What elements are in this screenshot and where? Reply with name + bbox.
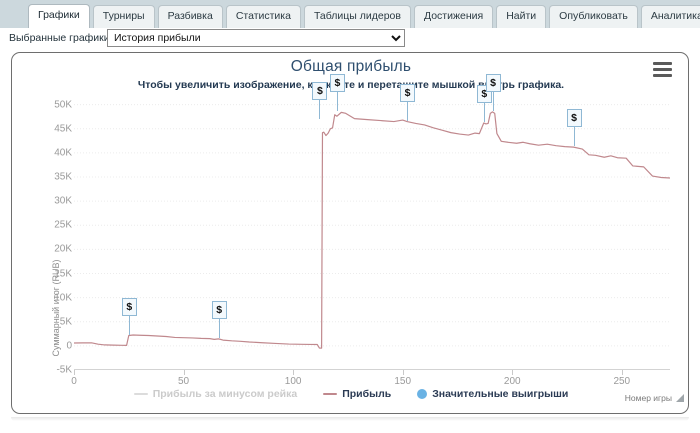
y-tick-label-6: 20K xyxy=(54,243,72,255)
chart-select[interactable]: История прибыли xyxy=(107,29,405,47)
x-axis-ticks: 0 50 100 150 200 250 xyxy=(71,370,670,390)
x-tick-label-4: 200 xyxy=(503,376,521,387)
x-axis-title: Номер игры xyxy=(624,393,672,403)
tab-3[interactable]: Статистика xyxy=(225,5,301,28)
y-tick-label-10: 0 xyxy=(66,340,72,352)
tab-8[interactable]: Аналитика xyxy=(640,5,700,28)
tab-6[interactable]: Найти xyxy=(496,5,547,28)
flag-stem xyxy=(492,90,494,111)
annotation-layer: $ $ $ $ $ $ $ $ xyxy=(74,73,670,370)
x-tick-label-5: 250 xyxy=(613,376,631,387)
legend-item-1[interactable]: Прибыль xyxy=(323,388,391,400)
flag-stem xyxy=(573,126,575,147)
resize-handle-icon[interactable] xyxy=(675,393,684,402)
y-axis-ticks: 50K 45K 40K 35K 30K 25K 20K 15K 10K 5K 0 -5K xyxy=(28,95,72,375)
y-tick-label-4: 30K xyxy=(54,195,72,207)
chart-panel-wrapper: Общая прибыль Чтобы увеличить изображени… xyxy=(0,49,700,433)
y-tick-label-5: 25K xyxy=(54,219,72,231)
chart-legend: Прибыль за минусом рейка Прибыль Значитель… xyxy=(12,388,690,400)
dollar-flag-icon[interactable]: $ xyxy=(485,73,501,92)
dollar-flag-icon[interactable]: $ xyxy=(329,74,345,93)
x-tick-mark-2 xyxy=(293,370,295,375)
tab-1[interactable]: Турниры xyxy=(92,5,155,28)
chart-selector-row: Выбранные графики: История прибыли xyxy=(0,28,700,49)
legend-label: Прибыль за минусом рейка xyxy=(152,388,298,400)
dollar-flag-icon[interactable]: $ xyxy=(566,109,582,128)
y-tick-label-1: 45K xyxy=(54,123,72,135)
x-tick-mark-1 xyxy=(183,370,185,375)
series-line-0 xyxy=(74,111,670,349)
legend-label: Прибыль xyxy=(342,388,392,400)
x-tick-mark-5 xyxy=(621,370,623,375)
legend-line-icon xyxy=(133,392,148,396)
chart-subtitle: Чтобы увеличить изображение, кликните и … xyxy=(137,79,565,91)
dollar-flag-icon[interactable]: $ xyxy=(400,83,416,102)
flag-stem xyxy=(336,91,338,112)
legend-line-icon xyxy=(323,392,338,396)
x-tick-label-0: 0 xyxy=(71,376,77,387)
tab-2[interactable]: Разбивка xyxy=(157,5,223,28)
flag-stem xyxy=(218,317,220,338)
x-tick-mark-3 xyxy=(402,370,404,375)
chart-selector-label: Выбранные графики: xyxy=(9,32,113,44)
flag-stem xyxy=(319,99,321,120)
flag-stem xyxy=(483,101,485,122)
dollar-flag-icon[interactable]: $ xyxy=(211,300,227,319)
hamburger-menu-icon[interactable] xyxy=(653,62,672,77)
tab-bar: Графики Турниры Разбивка Статистика Таблицы … xyxy=(0,0,700,28)
tab-5[interactable]: Достижения xyxy=(413,5,494,28)
tab-0[interactable]: Графики xyxy=(28,4,90,28)
dollar-flag-icon[interactable]: $ xyxy=(312,82,328,101)
flag-stem xyxy=(407,100,409,121)
y-tick-label-9: 5K xyxy=(59,316,72,328)
panel-shadow xyxy=(11,417,689,421)
x-tick-mark-4 xyxy=(512,370,514,375)
chart-panel: Общая прибыль Чтобы увеличить изображени… xyxy=(11,52,689,414)
x-tick-label-1: 50 xyxy=(177,376,190,387)
x-tick-label-3: 150 xyxy=(394,376,412,387)
y-tick-label-3: 35K xyxy=(54,171,72,183)
legend-item-2[interactable]: Значительные выигрыши xyxy=(417,388,568,400)
plot-area[interactable]: $ $ $ $ $ $ $ $ xyxy=(74,73,670,370)
plot-svg xyxy=(74,104,670,370)
y-tick-label-0: 50K xyxy=(54,99,72,111)
legend-dot-icon xyxy=(417,389,428,399)
x-tick-label-2: 100 xyxy=(284,376,302,387)
chart-title: Общая прибыль xyxy=(290,58,412,75)
y-tick-label-2: 40K xyxy=(54,147,72,159)
tab-4[interactable]: Таблицы лидеров xyxy=(303,5,411,28)
dollar-flag-icon[interactable]: $ xyxy=(121,297,137,316)
tab-strip: Графики Турниры Разбивка Статистика Таблицы … xyxy=(28,4,700,28)
y-tick-label-7: 15K xyxy=(54,268,72,279)
x-tick-mark-0 xyxy=(74,370,75,375)
tab-7[interactable]: Опубликовать xyxy=(549,5,638,28)
flag-stem xyxy=(128,314,130,335)
legend-label: Значительные выигрыши xyxy=(432,388,569,400)
y-tick-label-11: -5K xyxy=(56,364,72,376)
legend-item-0[interactable]: Прибыль за минусом рейка xyxy=(133,388,298,400)
y-tick-label-8: 10K xyxy=(54,292,72,304)
